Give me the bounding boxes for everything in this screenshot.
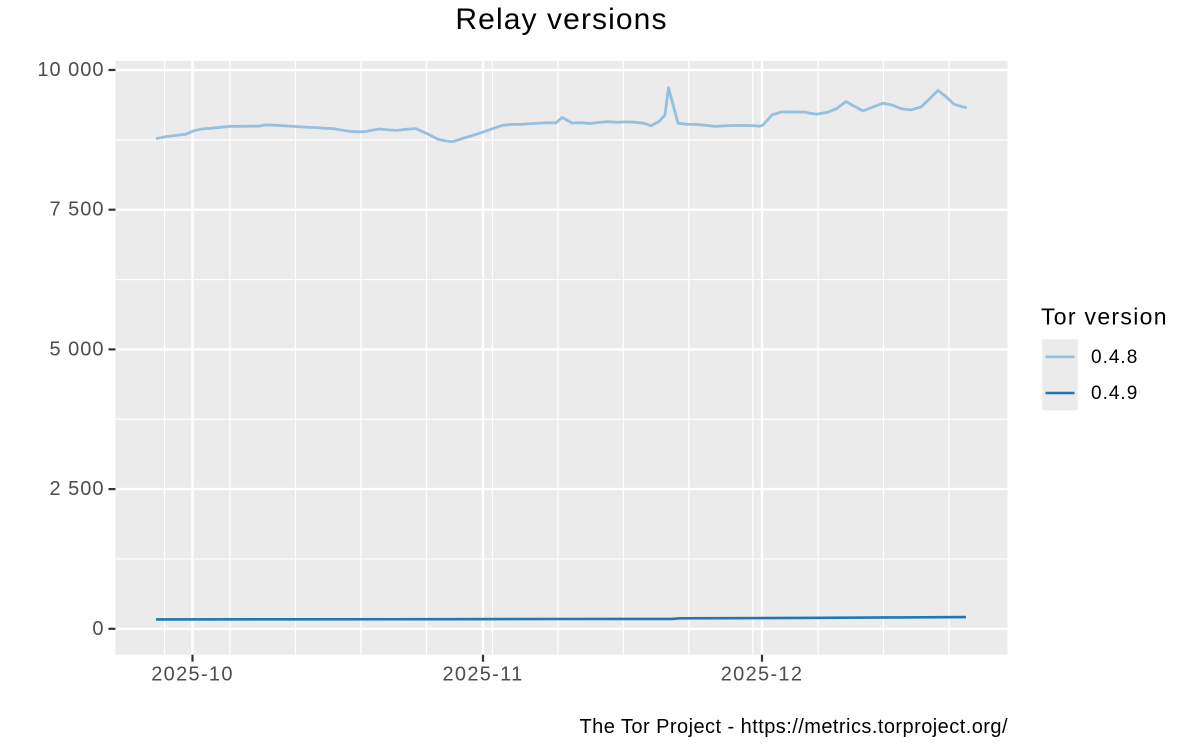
svg-text:0: 0 — [92, 618, 104, 640]
svg-text:7 500: 7 500 — [49, 199, 104, 221]
svg-text:0.4.9: 0.4.9 — [1091, 383, 1138, 404]
svg-text:2025-11: 2025-11 — [442, 664, 523, 686]
svg-text:Tor version: Tor version — [1041, 304, 1168, 330]
svg-text:Relay versions: Relay versions — [455, 3, 667, 36]
svg-text:2025-12: 2025-12 — [721, 664, 804, 686]
svg-text:5 000: 5 000 — [49, 338, 104, 360]
svg-text:The Tor Project - https://metr: The Tor Project - https://metrics.torpro… — [580, 716, 1009, 738]
svg-text:0.4.8: 0.4.8 — [1091, 347, 1138, 368]
svg-text:10 000: 10 000 — [37, 59, 104, 81]
svg-text:2025-10: 2025-10 — [151, 664, 234, 686]
svg-text:2 500: 2 500 — [49, 478, 104, 500]
